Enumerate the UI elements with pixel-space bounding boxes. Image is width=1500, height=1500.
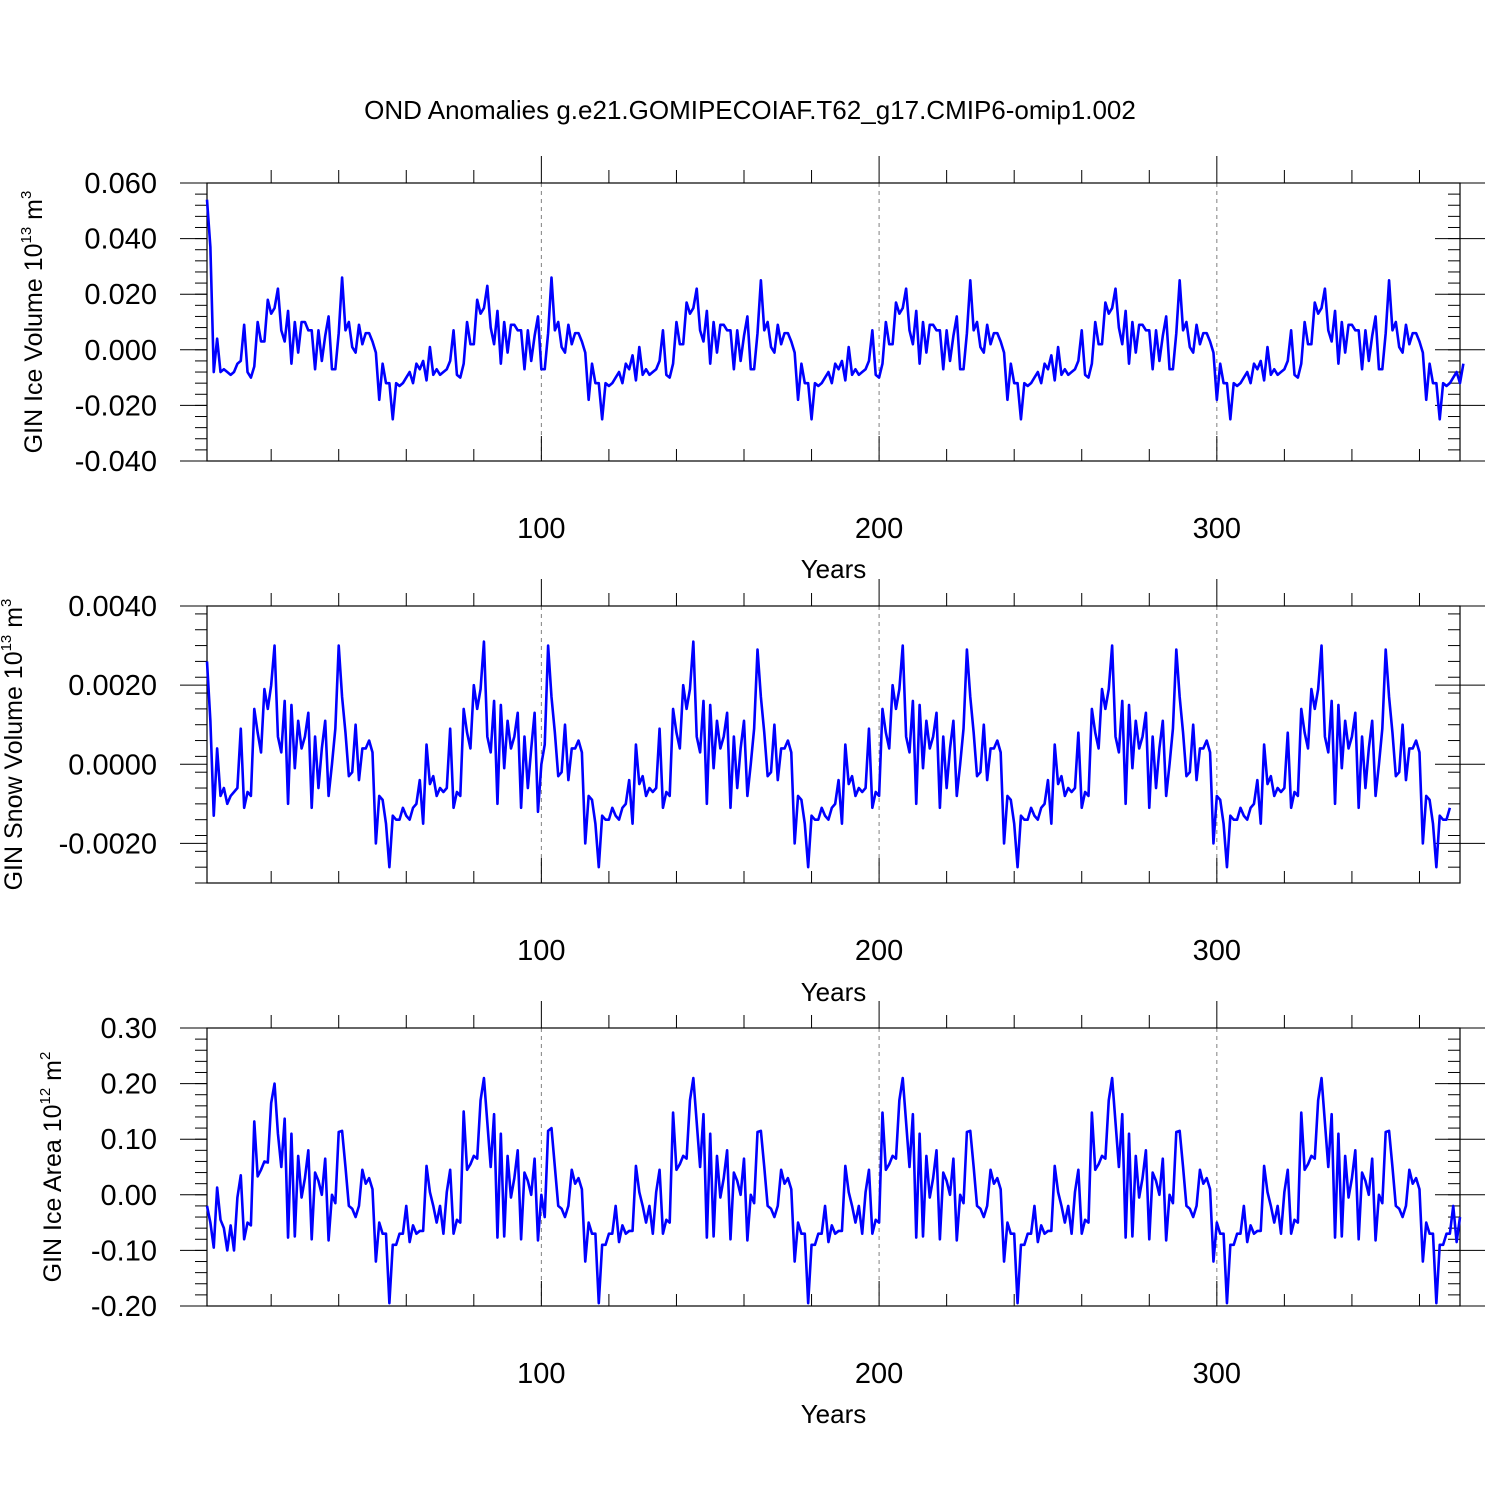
y-axis-label-unit: m [39,1060,67,1088]
x-axis-label: Years [801,1399,867,1429]
x-tick-label: 200 [855,1358,903,1390]
y-axis-label-unit-exponent: 3 [0,599,15,607]
y-tick-label: 0.0040 [68,591,157,623]
x-tick-label: 200 [855,513,903,545]
y-axis-label-unit: m [20,199,48,227]
x-tick-label: 300 [1193,1358,1241,1390]
panel-3: -0.20 -0.10 0.00 0.10 0.20 0.30 100 200 300 Years… [37,1001,1485,1429]
y-tick-label: 0.10 [101,1124,157,1156]
plot-frame [206,1027,1461,1307]
y-tick-label: 0.020 [84,279,157,311]
plot-frame [206,605,1461,884]
y-axis-label: GIN Ice Volume 1013 m3 [18,191,48,454]
panel-1: -0.040 -0.020 0.000 0.020 0.040 0.060 100 200 30… [18,156,1485,584]
series-line [205,1076,1462,1305]
y-tick-label: -0.040 [75,446,157,478]
x-axis-label: Years [801,977,867,1007]
x-tick-label: 200 [855,935,903,967]
y-axis-label: GIN Snow Volume 1013 m3 [0,599,28,891]
y-axis-label-exponent: 13 [18,227,35,244]
y-axis-label-exponent: 13 [0,635,15,652]
y-axis-label-unit: m [0,607,28,635]
plot-frame [206,182,1461,462]
y-tick-label: 0.000 [84,335,157,367]
y-tick-label: -0.20 [91,1291,157,1323]
y-tick-label: 0.20 [101,1069,157,1101]
y-axis-label-unit-exponent: 2 [37,1052,54,1060]
y-axis-label-prefix: GIN Ice Volume 10 [20,243,48,453]
series-line [205,199,1465,421]
y-tick-label: 0.0020 [68,670,157,702]
x-tick-label: 100 [517,1358,565,1390]
series-line [205,640,1452,869]
y-axis-label-prefix: GIN Snow Volume 10 [0,651,28,890]
x-tick-label: 300 [1193,513,1241,545]
x-tick-label: 300 [1193,935,1241,967]
y-tick-label: 0.060 [84,168,157,200]
y-tick-label: 0.30 [101,1013,157,1045]
y-tick-label: 0.040 [84,224,157,256]
x-axis-label: Years [801,554,867,584]
y-tick-label: -0.020 [75,390,157,422]
panel-2: -0.0020 0.0000 0.0020 0.0040 100 200 300 Years G… [0,579,1485,1007]
x-tick-label: 100 [517,935,565,967]
y-axis-label: GIN Ice Area 1012 m2 [37,1052,67,1283]
y-tick-label: 0.0000 [68,749,157,781]
y-axis-label-prefix: GIN Ice Area 10 [39,1104,67,1282]
y-tick-label: 0.00 [101,1180,157,1212]
x-tick-label: 100 [517,513,565,545]
y-tick-label: -0.0020 [59,828,157,860]
chart-title: OND Anomalies g.e21.GOMIPECOIAF.T62_g17.… [364,95,1136,125]
y-axis-label-exponent: 12 [37,1088,54,1105]
y-tick-label: -0.10 [91,1235,157,1267]
y-axis-label-unit-exponent: 3 [18,191,35,199]
